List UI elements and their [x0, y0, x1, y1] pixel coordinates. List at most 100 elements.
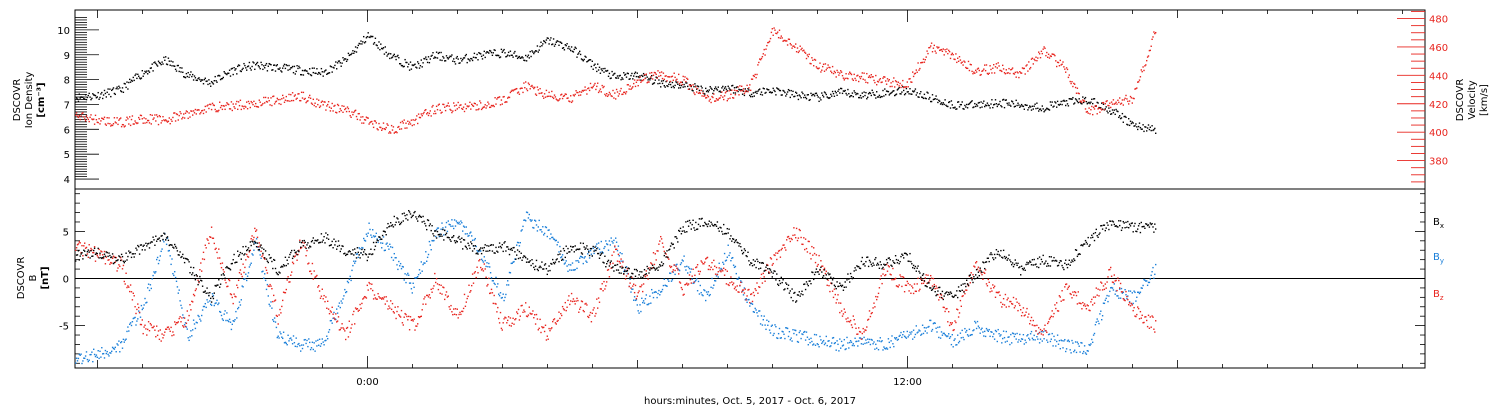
velocity-point — [146, 121, 148, 124]
by-point — [831, 337, 834, 339]
bz-point — [947, 321, 949, 323]
bz-point — [474, 271, 476, 273]
bz-point — [205, 247, 207, 249]
bz-point — [455, 314, 458, 316]
bz-point — [1050, 315, 1052, 317]
density-point — [147, 70, 150, 72]
velocity-point — [588, 89, 591, 92]
bz-point — [985, 283, 988, 285]
velocity-point — [817, 68, 819, 70]
bz-point — [504, 316, 506, 318]
bz-point — [219, 257, 221, 259]
by-point — [1034, 339, 1036, 341]
by-point — [978, 327, 980, 329]
density-point — [75, 101, 77, 103]
density-point — [723, 87, 726, 89]
by-point — [1155, 263, 1157, 266]
velocity-point — [198, 109, 200, 111]
bz-point — [1099, 289, 1101, 291]
by-point — [467, 235, 469, 237]
density-point — [183, 76, 186, 78]
by-point — [1094, 323, 1097, 326]
density-point — [859, 94, 862, 97]
bz-point — [300, 246, 303, 249]
density-point — [468, 58, 470, 61]
velocity-point — [432, 104, 434, 107]
by-point — [300, 350, 302, 352]
velocity-point — [958, 56, 961, 58]
by-point — [500, 297, 503, 299]
velocity-point — [368, 123, 370, 125]
bz-point — [991, 290, 993, 292]
density-point — [803, 96, 805, 99]
by-point — [124, 339, 126, 341]
density-point — [1101, 102, 1103, 104]
bz-point — [1126, 295, 1128, 298]
density-point — [709, 85, 711, 88]
by-point — [1055, 345, 1057, 347]
bz-point — [1106, 281, 1108, 283]
density-point — [822, 96, 825, 98]
by-point — [1140, 287, 1142, 289]
velocity-point — [1003, 71, 1006, 74]
velocity-point — [844, 77, 846, 80]
by-point — [312, 348, 314, 351]
density-point — [466, 61, 468, 64]
velocity-point — [109, 123, 111, 125]
velocity-point — [227, 103, 229, 105]
bz-point — [282, 291, 285, 293]
density-point — [255, 62, 258, 65]
density-point — [1011, 100, 1013, 102]
bz-point — [1074, 291, 1077, 294]
by-point — [95, 354, 98, 356]
velocity-point — [132, 123, 134, 125]
by-point — [626, 272, 629, 275]
density-point — [506, 55, 508, 58]
density-point — [541, 45, 543, 47]
density-point — [489, 49, 491, 52]
by-point — [801, 333, 803, 335]
density-point — [199, 78, 201, 81]
density-point — [387, 53, 389, 56]
by-point — [355, 253, 358, 256]
by-point — [761, 324, 764, 326]
by-point — [855, 340, 857, 343]
bz-point — [1002, 297, 1005, 300]
by-point — [1031, 337, 1034, 339]
velocity-point — [1095, 105, 1097, 108]
density-point — [474, 56, 476, 59]
velocity-point — [785, 40, 787, 42]
bz-point — [1111, 281, 1114, 283]
velocity-point — [551, 90, 553, 93]
velocity-point — [89, 116, 91, 119]
by-point — [1010, 333, 1012, 336]
velocity-point — [84, 120, 87, 122]
density-point — [959, 103, 962, 106]
bz-point — [831, 290, 834, 292]
bz-point — [460, 313, 462, 316]
density-point — [679, 87, 682, 89]
velocity-point — [1085, 111, 1088, 113]
velocity-point — [509, 91, 512, 94]
by-point — [332, 317, 334, 320]
velocity-point — [735, 89, 737, 92]
velocity-point — [338, 111, 341, 113]
density-point — [245, 67, 247, 69]
bz-point — [362, 298, 364, 300]
bz-point — [924, 277, 926, 279]
bz-point — [405, 313, 407, 316]
bz-point — [771, 264, 773, 266]
velocity-point — [108, 117, 110, 119]
by-point — [641, 297, 643, 300]
density-point — [1007, 104, 1009, 106]
by-point — [585, 260, 587, 262]
density-point — [84, 94, 87, 96]
by-point — [743, 287, 746, 289]
bz-point — [543, 330, 546, 333]
density-point — [628, 78, 630, 80]
density-point — [988, 104, 990, 107]
by-point — [684, 266, 686, 268]
by-point — [532, 226, 534, 229]
by-point — [809, 341, 811, 344]
bz-point — [718, 267, 720, 269]
